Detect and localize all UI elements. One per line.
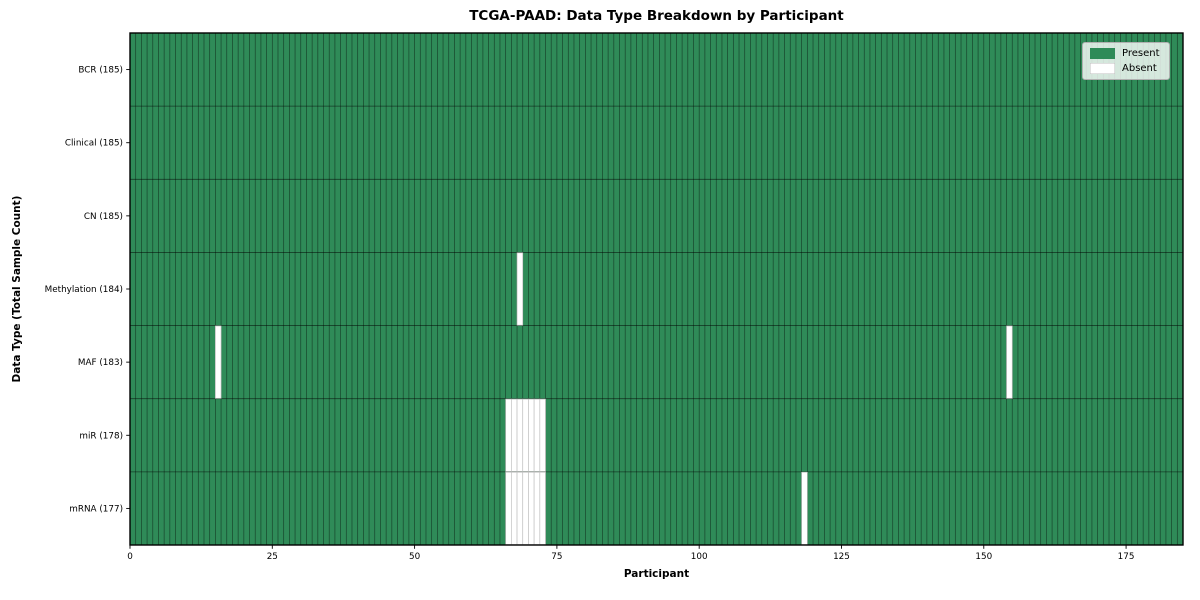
svg-text:100: 100: [691, 552, 708, 562]
svg-text:miR (178): miR (178): [79, 431, 123, 441]
svg-text:Methylation (184): Methylation (184): [45, 285, 123, 295]
x-axis-label: Participant: [623, 568, 690, 580]
svg-text:25: 25: [267, 552, 278, 562]
svg-text:175: 175: [1118, 552, 1135, 562]
legend-label-present: Present: [1122, 48, 1160, 59]
legend-item-absent: Absent: [1090, 63, 1160, 74]
legend: Present Absent: [1082, 42, 1170, 80]
svg-text:50: 50: [409, 552, 421, 562]
legend-item-present: Present: [1090, 48, 1160, 59]
svg-text:150: 150: [975, 552, 992, 562]
svg-text:BCR (185): BCR (185): [78, 66, 123, 76]
svg-text:Clinical (185): Clinical (185): [65, 139, 123, 149]
absent-swatch-icon: [1090, 63, 1115, 74]
svg-text:MAF (183): MAF (183): [78, 358, 123, 368]
svg-text:CN (185): CN (185): [84, 212, 123, 222]
present-swatch-icon: [1090, 48, 1115, 59]
svg-text:75: 75: [551, 552, 562, 562]
svg-text:125: 125: [833, 552, 850, 562]
chart-title: TCGA-PAAD: Data Type Breakdown by Partic…: [469, 8, 844, 24]
svg-text:0: 0: [127, 552, 133, 562]
svg-text:mRNA (177): mRNA (177): [69, 504, 123, 514]
legend-label-absent: Absent: [1122, 63, 1157, 74]
y-axis-label: Data Type (Total Sample Count): [11, 195, 23, 383]
